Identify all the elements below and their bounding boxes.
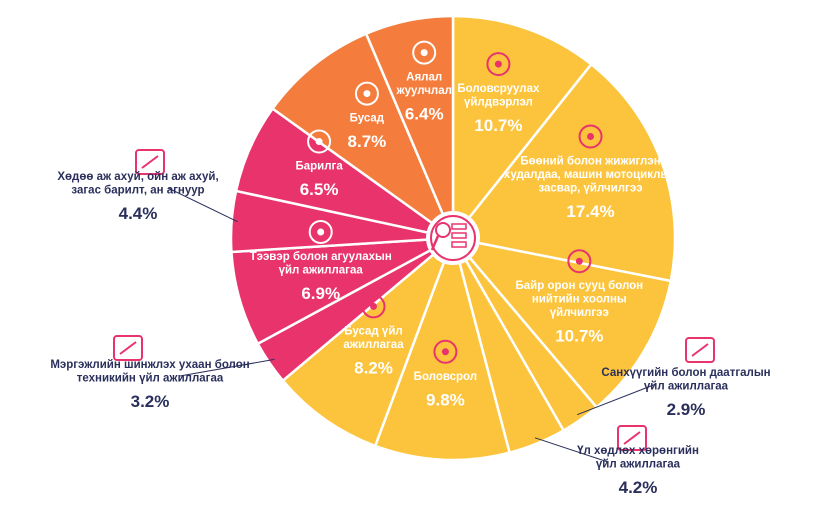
pie-slice	[270, 32, 456, 242]
education-icon	[433, 339, 458, 364]
forklift-icon	[308, 219, 333, 244]
slice-value: 4.4%	[119, 204, 158, 223]
slice-value: 9.8%	[426, 390, 465, 409]
construction-crane-icon	[307, 129, 332, 154]
slice-labels: Боловсруулах үйлдвэрлэл 10.7% Бөөний болон …	[50, 72, 770, 497]
travel-icon	[412, 40, 437, 65]
slice-label: Байр орон сууц болон	[516, 280, 644, 292]
slice-label: үйлдвэрлэл	[464, 97, 533, 109]
industrial-plant-icon	[486, 52, 511, 77]
slice-label: Тээвэр болон агуулахын	[250, 251, 392, 263]
slice-label: Барилга	[295, 161, 343, 173]
slice-value: 6.5%	[300, 180, 339, 199]
science-tech-icon	[113, 335, 143, 361]
real-estate-icon	[617, 425, 647, 451]
finance-chart-icon	[685, 337, 715, 363]
slice-value: 8.2%	[354, 358, 393, 377]
slice-value: 17.4%	[566, 202, 614, 221]
motorcycle-shop-icon	[578, 124, 603, 149]
tools-icon	[361, 294, 386, 319]
slice-icons	[113, 40, 715, 451]
slice-label: ажиллагаа	[343, 339, 404, 351]
slice-label: үйл ажиллагаа	[279, 265, 364, 277]
pie-slice	[364, 14, 455, 239]
leader-line	[534, 437, 609, 463]
slice-value: 10.7%	[555, 327, 603, 346]
leader-line	[577, 383, 657, 416]
slice-label: Мэргэжлийн шинжлэх ухаан болон	[50, 359, 249, 371]
pie-slices	[229, 14, 677, 462]
slice-label: нийтийн хоолны	[532, 294, 627, 306]
slice-label: үйл ажиллагаа	[596, 459, 681, 471]
slice-label: Хөдөө аж ахуй, ойн аж ахуй,	[57, 171, 218, 183]
slice-label: Бусад	[350, 113, 385, 125]
pie-slice	[449, 236, 673, 410]
slice-label: үйлчилгээ	[550, 307, 609, 319]
slice-label: засвар, үйлчилгээ	[538, 183, 642, 195]
slice-label: жуулчлал	[395, 85, 452, 97]
slice-label: Бөөний болон жижиглэн	[520, 156, 660, 168]
slice-label: Санхүүгийн болон даатгалын	[601, 367, 770, 379]
slice-value: 6.9%	[301, 284, 340, 303]
more-dots-icon	[354, 81, 379, 106]
slice-value: 4.2%	[619, 478, 658, 497]
slice-label: Аялал	[406, 72, 442, 84]
slice-value: 6.4%	[405, 105, 444, 124]
slice-label: худалдаа, машин мотоциклын	[504, 169, 677, 181]
slice-label: Үл хөдлөх хөрөнгийн	[577, 445, 699, 457]
leader-line	[167, 187, 238, 223]
slice-label: загас барилт, ан агнуур	[71, 185, 204, 197]
pie-slice	[281, 233, 456, 448]
pie-slice	[450, 62, 677, 283]
slice-label: Боловсрол	[414, 371, 477, 383]
slice-value: 2.9%	[667, 400, 706, 419]
slice-value: 3.2%	[131, 392, 170, 411]
hotel-restaurant-icon	[567, 249, 592, 274]
slice-label: үйл ажиллагаа	[644, 381, 729, 393]
leader-line	[179, 358, 275, 377]
slice-value: 8.7%	[348, 132, 387, 151]
agriculture-icon	[135, 149, 165, 175]
slice-label: Боловсруулах	[457, 83, 540, 95]
slice-value: 10.7%	[474, 116, 522, 135]
pie-slice	[451, 14, 594, 242]
pie-slice	[373, 233, 512, 462]
center-icon	[426, 211, 480, 265]
slice-label: техникийн үйл ажиллагаа	[77, 373, 224, 385]
leader-lines	[167, 187, 657, 463]
slice-label: Бусад үйл	[344, 325, 402, 337]
